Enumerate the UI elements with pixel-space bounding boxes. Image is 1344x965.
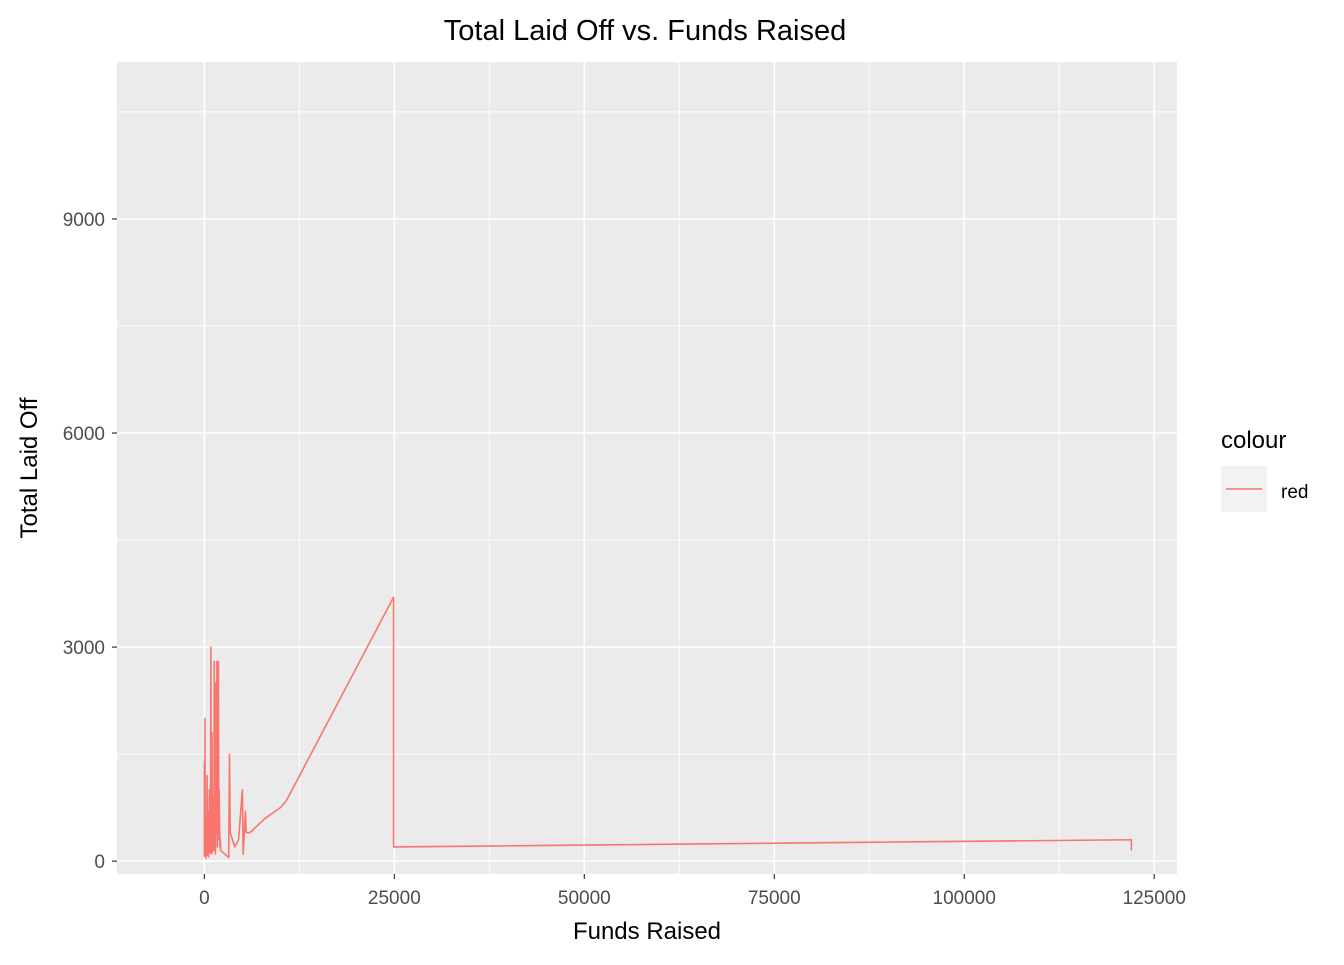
- legend-title: colour: [1221, 427, 1286, 454]
- legend: colour red: [1221, 427, 1308, 512]
- x-axis: 0 25000 50000 75000 100000 125000: [199, 874, 1186, 909]
- y-axis-title: Total Laid Off: [16, 397, 43, 538]
- y-tick-label: 6000: [63, 424, 105, 445]
- minor-gridlines: [117, 62, 1177, 874]
- x-tick-label: 125000: [1123, 888, 1186, 909]
- plot-panel: [117, 62, 1177, 874]
- x-tick-label: 75000: [748, 888, 801, 909]
- y-tick-label: 9000: [63, 210, 105, 231]
- legend-label-red: red: [1281, 482, 1308, 503]
- y-tick-label: 0: [94, 852, 105, 873]
- x-tick-label: 100000: [933, 888, 996, 909]
- major-gridlines: [117, 62, 1177, 874]
- x-axis-title: Funds Raised: [573, 918, 721, 945]
- x-tick-label: 25000: [368, 888, 421, 909]
- x-tick-label: 0: [199, 888, 210, 909]
- y-tick-label: 3000: [63, 638, 105, 659]
- x-tick-label: 50000: [558, 888, 611, 909]
- y-axis: 0 3000 6000 9000: [63, 210, 117, 873]
- chart-title: Total Laid Off vs. Funds Raised: [444, 15, 846, 47]
- series-layer: [203, 596, 1133, 860]
- series-line-red: [203, 596, 1133, 860]
